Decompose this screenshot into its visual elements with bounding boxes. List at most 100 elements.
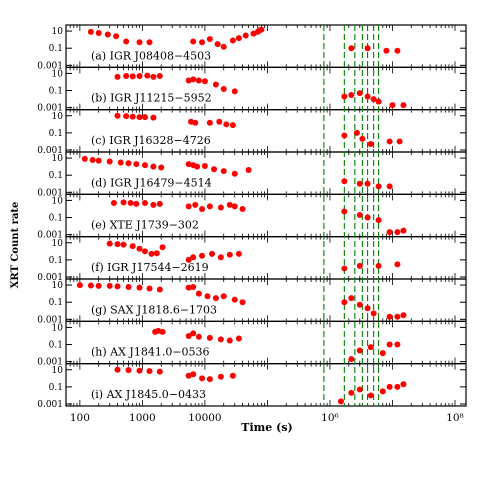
data-point [341,299,348,306]
data-point [123,113,130,120]
data-point [364,93,371,100]
data-point [185,161,192,168]
data-point [206,376,213,383]
data-point [159,244,166,251]
data-point [242,32,249,39]
data-point [104,31,111,38]
data-point [375,217,382,224]
data-point [337,398,344,405]
data-point [217,204,224,211]
data-point [195,333,202,340]
y-tick-label: 0.001 [37,231,63,241]
data-point [120,241,127,248]
data-point [341,178,348,185]
data-point [212,81,219,88]
data-point [394,261,401,268]
data-point [364,180,371,187]
y-tick-label: 0.1 [49,341,63,351]
data-point [156,72,163,79]
data-point [117,159,124,166]
data-point [136,114,143,121]
data-point [110,199,117,206]
data-point [158,164,165,171]
data-point [245,167,252,174]
data-point [386,341,393,348]
data-point [129,243,136,250]
panel-label: (f) IGR J17544−2619 [91,261,209,274]
y-tick-label: 10 [52,69,64,79]
data-point [127,199,134,206]
data-point [185,203,192,210]
data-point [394,383,401,390]
y-tick-label: 0.001 [37,315,63,325]
data-point [235,250,242,257]
data-point [123,38,130,45]
panel-label: (d) IGR J16479−4514 [91,176,212,189]
data-point [231,203,238,210]
y-tick-label: 10 [52,196,64,206]
data-point [348,356,355,363]
data-point [136,284,143,291]
data-point [206,334,213,341]
data-point [356,347,363,354]
data-point [190,283,197,290]
data-point [141,162,148,169]
data-point [220,43,227,50]
data-point [223,121,230,128]
data-point [341,208,348,215]
data-point [185,256,192,263]
data-point [185,77,192,84]
data-point [394,313,401,320]
data-point [185,284,192,291]
data-point [87,28,94,35]
y-tick-label: 0.1 [49,44,63,54]
data-point [204,293,211,300]
y-tick-label: 0.001 [37,146,63,156]
data-point [136,72,143,79]
data-point [150,163,157,170]
data-point [156,200,163,207]
data-point [136,245,143,252]
data-point [125,160,132,167]
data-point [231,170,238,177]
data-point [114,112,121,119]
panel-label: (b) IGR J11215−5952 [91,92,212,105]
data-point [89,156,96,163]
data-point [348,92,355,99]
data-point [396,138,403,145]
data-point [95,29,102,36]
panel-label: (h) AX J1841.0−0536 [91,346,210,359]
data-point [81,155,88,162]
y-tick-label: 0.1 [49,87,63,97]
data-point [114,366,121,373]
y-tick-label: 10 [52,154,64,164]
data-point [199,205,206,212]
y-tick-label: 10 [52,239,64,249]
data-point [209,250,216,257]
y-axis-label: XRT Count rate [10,202,21,289]
data-point [114,73,121,80]
data-point [370,310,377,317]
data-point [156,286,163,293]
data-point [156,368,163,375]
data-point [141,199,148,206]
data-point [375,98,382,105]
data-point [206,35,213,42]
data-point [113,33,120,40]
data-point [220,293,227,300]
data-point [400,312,407,319]
y-tick-label: 10 [52,281,64,291]
data-point [367,392,374,399]
panel-label: (c) IGR J16328−4726 [91,134,211,147]
data-point [220,168,227,175]
x-tick-label: 10⁸ [446,412,464,424]
data-point [114,283,121,290]
y-tick-label: 10 [52,112,64,122]
data-point [394,47,401,54]
data-point [190,76,197,83]
data-point [201,162,208,169]
data-point [185,332,192,339]
y-tick-label: 0.1 [49,129,63,139]
data-point [192,119,199,126]
